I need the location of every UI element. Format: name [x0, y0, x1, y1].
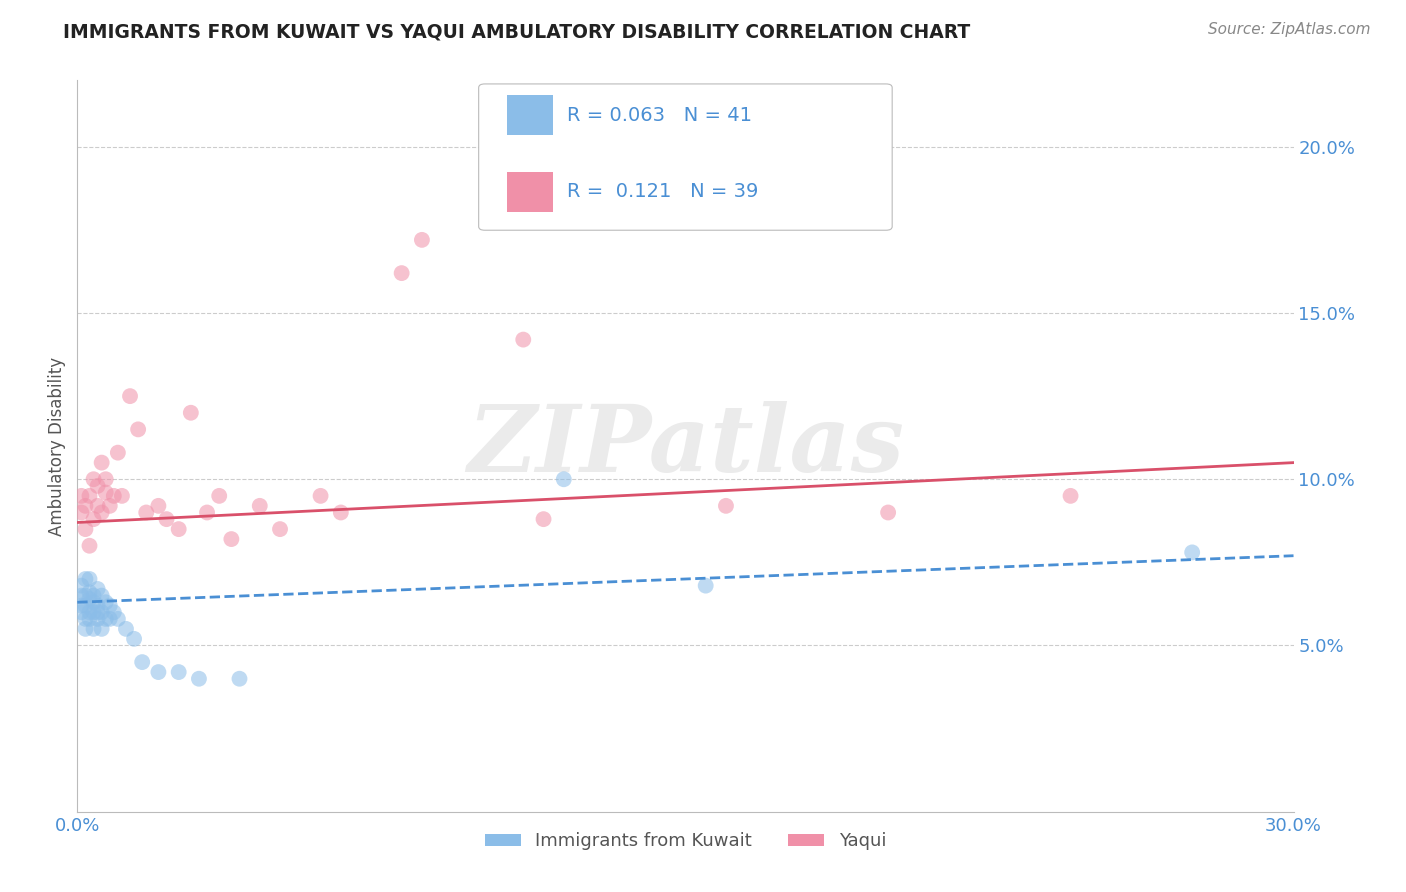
Point	[391, 266, 413, 280]
Point	[512, 333, 534, 347]
Point	[75, 622, 97, 636]
Point	[75, 612, 97, 626]
Legend: Immigrants from Kuwait, Yaqui: Immigrants from Kuwait, Yaqui	[478, 825, 893, 857]
Point	[103, 489, 125, 503]
Point	[83, 472, 105, 486]
Point	[180, 406, 202, 420]
Point	[269, 522, 291, 536]
Point	[188, 672, 211, 686]
Point	[79, 585, 101, 599]
Point	[221, 532, 243, 546]
Point	[107, 612, 129, 626]
Point	[103, 605, 125, 619]
Point	[94, 612, 117, 626]
Point	[695, 579, 717, 593]
Point	[83, 595, 105, 609]
Point	[90, 589, 112, 603]
Point	[131, 655, 153, 669]
Point	[75, 589, 97, 603]
Point	[249, 499, 271, 513]
Point	[127, 422, 149, 436]
Point	[155, 512, 177, 526]
Text: IMMIGRANTS FROM KUWAIT VS YAQUI AMBULATORY DISABILITY CORRELATION CHART: IMMIGRANTS FROM KUWAIT VS YAQUI AMBULATO…	[63, 22, 970, 41]
Point	[1181, 545, 1204, 559]
Point	[90, 622, 112, 636]
Point	[79, 591, 101, 606]
Point	[79, 605, 101, 619]
Point	[195, 506, 218, 520]
Point	[1059, 489, 1081, 503]
Point	[98, 499, 121, 513]
Point	[79, 489, 101, 503]
Point	[75, 572, 97, 586]
Point	[83, 589, 105, 603]
Point	[86, 582, 108, 596]
Point	[79, 612, 101, 626]
Point	[70, 579, 93, 593]
Point	[86, 599, 108, 613]
Point	[70, 605, 93, 619]
Point	[70, 599, 93, 613]
Point	[118, 389, 141, 403]
Point	[70, 506, 93, 520]
Point	[83, 622, 105, 636]
Text: R =  0.121   N = 39: R = 0.121 N = 39	[568, 182, 759, 202]
Point	[94, 472, 117, 486]
FancyBboxPatch shape	[478, 84, 893, 230]
Point	[107, 445, 129, 459]
Point	[79, 539, 101, 553]
Point	[86, 612, 108, 626]
Point	[208, 489, 231, 503]
Point	[98, 612, 121, 626]
Point	[877, 506, 900, 520]
Point	[70, 589, 93, 603]
Point	[553, 472, 575, 486]
Point	[228, 672, 250, 686]
Y-axis label: Ambulatory Disability: Ambulatory Disability	[48, 357, 66, 535]
Point	[94, 485, 117, 500]
Point	[148, 499, 170, 513]
Text: R = 0.063   N = 41: R = 0.063 N = 41	[568, 105, 752, 125]
Point	[533, 512, 555, 526]
Point	[98, 599, 121, 613]
Text: Source: ZipAtlas.com: Source: ZipAtlas.com	[1208, 22, 1371, 37]
Point	[75, 599, 97, 613]
Point	[167, 665, 190, 679]
Point	[83, 512, 105, 526]
Point	[83, 605, 105, 619]
FancyBboxPatch shape	[506, 95, 553, 135]
Point	[411, 233, 433, 247]
Point	[111, 489, 134, 503]
Point	[122, 632, 145, 646]
Point	[90, 506, 112, 520]
Point	[90, 456, 112, 470]
Point	[79, 572, 101, 586]
Point	[86, 479, 108, 493]
Point	[86, 499, 108, 513]
Point	[75, 522, 97, 536]
Point	[86, 605, 108, 619]
Point	[714, 499, 737, 513]
Point	[70, 489, 93, 503]
Point	[329, 506, 352, 520]
Point	[167, 522, 190, 536]
Point	[148, 665, 170, 679]
Point	[115, 622, 138, 636]
Point	[75, 499, 97, 513]
FancyBboxPatch shape	[506, 171, 553, 212]
Point	[90, 605, 112, 619]
Point	[94, 595, 117, 609]
Text: ZIPatlas: ZIPatlas	[467, 401, 904, 491]
Point	[135, 506, 157, 520]
Point	[309, 489, 332, 503]
